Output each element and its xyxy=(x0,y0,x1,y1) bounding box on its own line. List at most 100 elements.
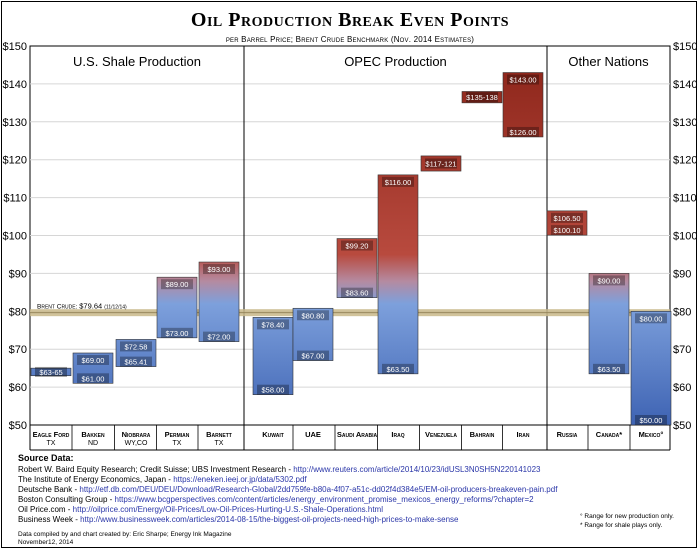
data-label: $89.00 xyxy=(166,280,189,289)
bar-bahrain xyxy=(461,91,503,104)
y-tick-label-right: $130 xyxy=(673,117,697,129)
y-tick-label-right: $70 xyxy=(673,344,691,356)
brent-label: Brent Crude: $79.64 (11/12/14) xyxy=(37,302,127,311)
x-tick-sublabel: TX xyxy=(173,440,182,447)
x-tick-label: Kuwait xyxy=(262,430,284,439)
y-tick-label-left: $150 xyxy=(3,41,27,53)
y-tick-label-right: $120 xyxy=(673,155,697,167)
data-label-bg xyxy=(341,240,373,251)
source-link[interactable]: http://www.reuters.com/article/2014/10/2… xyxy=(293,465,541,474)
bar-permian xyxy=(156,276,198,339)
data-label-bg xyxy=(507,126,539,137)
x-tick-label: Saudi Arabia xyxy=(337,430,378,439)
bar-niobrara xyxy=(115,339,157,367)
chart-title: Oil Production Break Even Points xyxy=(190,9,510,31)
bar-bakken xyxy=(72,352,114,384)
data-label-bg xyxy=(35,366,67,377)
data-label-bg xyxy=(77,354,109,365)
data-label: $135-138 xyxy=(466,93,498,102)
data-label: $73.00 xyxy=(166,329,189,338)
data-label: $78.40 xyxy=(262,320,285,329)
data-label-bg xyxy=(77,373,109,384)
data-label: $50.00 xyxy=(640,416,663,425)
y-tick-label-left: $60 xyxy=(9,382,27,394)
bar-iran xyxy=(502,72,544,138)
y-tick-label-right: $90 xyxy=(673,268,691,280)
data-label: $80.00 xyxy=(640,314,663,323)
data-label-bg xyxy=(425,158,457,169)
bar-eagle-ford xyxy=(30,367,72,377)
sources-heading: Source Data: xyxy=(18,453,74,463)
credit-line: Data compiled by and chart created by: E… xyxy=(18,531,232,538)
bar-iraq xyxy=(377,174,419,375)
footnote-shale: * Range for shale plays only. xyxy=(580,522,663,529)
data-label: $93.00 xyxy=(208,265,231,274)
source-link[interactable]: https://www.bcgperspectives.com/content/… xyxy=(114,495,534,504)
data-label-bg xyxy=(297,350,329,361)
source-line: Deutsche Bank - http://etf.db.com/DEU/DE… xyxy=(18,485,558,494)
x-tick-sublabel: TX xyxy=(215,440,224,447)
bar-uae xyxy=(292,307,334,361)
x-tick-label: Bahrain xyxy=(470,430,495,439)
data-label-bg xyxy=(382,363,414,374)
data-label-bg xyxy=(161,327,193,338)
data-label: $80.80 xyxy=(302,311,325,320)
x-tick-label: Mexico° xyxy=(639,430,664,439)
x-tick-sublabel: TX xyxy=(47,440,56,447)
data-label-bg xyxy=(635,415,667,425)
y-tick-label-left: $50 xyxy=(9,420,27,432)
x-tick-label: Permian xyxy=(165,430,190,439)
bar-kuwait xyxy=(252,317,294,395)
x-tick-label: Niobrara xyxy=(122,430,151,439)
data-label: $65.41 xyxy=(125,358,148,367)
y-tick-label-right: $110 xyxy=(673,193,697,205)
y-tick-label-left: $70 xyxy=(9,344,27,356)
source-link[interactable]: http://etf.db.com/DEU/DEU/Download/Resea… xyxy=(79,485,558,494)
x-tick-label: Bakken xyxy=(81,430,105,439)
source-link[interactable]: https://eneken.ieej.or.jp/data/5302.pdf xyxy=(173,475,307,484)
bar-saudi-arabia xyxy=(336,238,378,298)
x-tick-label: Eagle Ford xyxy=(33,430,70,439)
bar-mexico xyxy=(630,310,672,426)
x-tick-label: Barnett xyxy=(206,430,232,439)
data-label: $90.00 xyxy=(598,276,621,285)
data-label-bg xyxy=(507,74,539,85)
chart-subtitle: per Barrel Price; Brent Crude Benchmark … xyxy=(225,35,475,44)
bar-barnett xyxy=(198,261,240,342)
data-label-bg xyxy=(635,313,667,324)
data-label-bg xyxy=(203,331,235,342)
x-tick-label: UAE xyxy=(305,430,321,439)
data-label: $58.00 xyxy=(262,386,285,395)
x-tick-label: Russia xyxy=(557,430,578,439)
source-line: Business Week - http://www.businessweek.… xyxy=(18,515,459,524)
data-label: $61.00 xyxy=(82,374,105,383)
data-label-bg xyxy=(257,319,289,330)
x-tick-label: Venezuela xyxy=(425,430,457,439)
data-label-bg xyxy=(257,384,289,395)
data-label: $63.50 xyxy=(387,365,410,374)
y-tick-label-right: $150 xyxy=(673,41,697,53)
data-label: $69.00 xyxy=(82,356,105,365)
data-label: $72.58 xyxy=(125,342,148,351)
data-label: $83.60 xyxy=(346,289,369,298)
x-tick-label: Canada* xyxy=(596,430,622,439)
source-line: Boston Consulting Group - https://www.bc… xyxy=(18,495,534,504)
source-link[interactable]: http://oilprice.com/Energy/Oil-Prices/Lo… xyxy=(72,505,383,514)
source-line: The Institute of Energy Economics, Japan… xyxy=(18,475,307,484)
data-label-bg xyxy=(297,310,329,321)
group-title: U.S. Shale Production xyxy=(73,54,201,69)
y-tick-label-left: $130 xyxy=(3,117,27,129)
data-label: $63.50 xyxy=(598,365,621,374)
y-tick-label-right: $140 xyxy=(673,79,697,91)
x-tick-sublabel: ND xyxy=(88,440,98,447)
source-link[interactable]: http://www.businessweek.com/articles/201… xyxy=(80,515,459,524)
group-title: Other Nations xyxy=(568,54,649,69)
data-label-bg xyxy=(341,287,373,298)
data-label-bg xyxy=(551,212,583,223)
bar-canada xyxy=(588,273,630,375)
y-tick-label-right: $50 xyxy=(673,420,691,432)
data-label: $99.20 xyxy=(346,242,369,251)
data-label: $100.10 xyxy=(553,226,580,235)
data-label: $67.00 xyxy=(302,352,325,361)
data-label: $117-121 xyxy=(425,159,456,168)
